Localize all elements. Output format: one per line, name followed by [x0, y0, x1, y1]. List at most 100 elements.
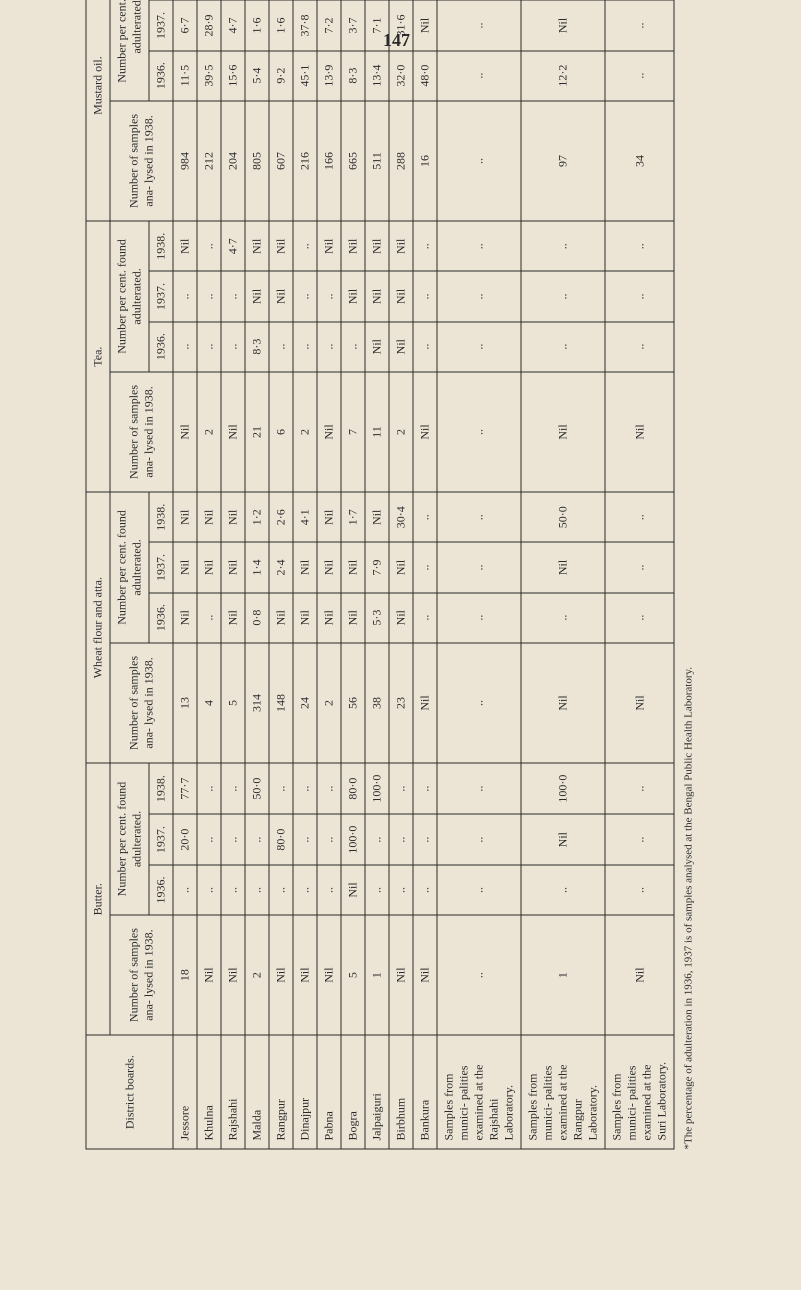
- cell-tea-y37: ..: [317, 271, 341, 321]
- cell-mustard-n: 212: [197, 101, 221, 221]
- cell-mustard-y36: 11·5: [173, 51, 197, 101]
- cell-butter-y37: ..: [317, 814, 341, 865]
- cell-wheat-y38: 2·6: [269, 492, 293, 542]
- cell-tea-y38: ..: [197, 221, 221, 271]
- group-tea: Tea.: [86, 221, 110, 492]
- table-body: Jessore18..20·077·713NilNilNilNil....Nil…: [173, 0, 674, 1149]
- cell-wheat-y36: Nil: [341, 593, 365, 643]
- cell-wheat-y36: Nil: [389, 593, 413, 643]
- cell-district: Birbhum: [389, 1035, 413, 1149]
- cell-butter-n: Nil: [269, 915, 293, 1035]
- cell-tea-y37: ..: [437, 271, 521, 321]
- cell-wheat-n: 38: [365, 643, 389, 763]
- cell-butter-y38: 100·0: [521, 763, 605, 814]
- col-butter-37: 1937.: [149, 814, 173, 865]
- cell-wheat-y38: ..: [437, 492, 521, 542]
- cell-butter-y37: ..: [413, 814, 437, 865]
- cell-mustard-y37: 37·8: [293, 0, 317, 50]
- group-mustard: Mustard oil.: [86, 0, 110, 221]
- cell-butter-y38: 77·7: [173, 763, 197, 814]
- cell-wheat-n: 5: [221, 643, 245, 763]
- cell-wheat-y36: ..: [605, 593, 674, 643]
- cell-mustard-y36: ..: [605, 51, 674, 101]
- cell-butter-y36: ..: [389, 865, 413, 915]
- cell-tea-n: Nil: [521, 372, 605, 492]
- cell-mustard-y36: 5·4: [245, 51, 269, 101]
- cell-butter-y36: ..: [173, 865, 197, 915]
- cell-wheat-y37: ..: [437, 542, 521, 592]
- table-row: DinajpurNil......24NilNil4·12......21645…: [293, 0, 317, 1149]
- cell-wheat-y37: Nil: [521, 542, 605, 592]
- cell-tea-y38: Nil: [245, 221, 269, 271]
- cell-wheat-y38: 4·1: [293, 492, 317, 542]
- cell-tea-n: 11: [365, 372, 389, 492]
- cell-tea-n: Nil: [413, 372, 437, 492]
- cell-butter-y38: ..: [197, 763, 221, 814]
- col-mustard-37: 1937.: [149, 0, 173, 50]
- table-row: Jessore18..20·077·713NilNilNilNil....Nil…: [173, 0, 197, 1149]
- cell-mustard-n: 511: [365, 101, 389, 221]
- cell-butter-y36: ..: [197, 865, 221, 915]
- cell-tea-y38: Nil: [317, 221, 341, 271]
- cell-wheat-y38: Nil: [365, 492, 389, 542]
- cell-butter-n: Nil: [389, 915, 413, 1035]
- group-butter: Butter.: [86, 763, 110, 1035]
- cell-butter-y36: ..: [437, 865, 521, 915]
- cell-tea-y37: ..: [413, 271, 437, 321]
- cell-wheat-y36: Nil: [221, 593, 245, 643]
- cell-wheat-y36: ..: [413, 593, 437, 643]
- cell-wheat-y36: ..: [521, 593, 605, 643]
- cell-wheat-y37: Nil: [173, 542, 197, 592]
- col-district: District boards.: [86, 1035, 173, 1149]
- cell-butter-y37: 80·0: [269, 814, 293, 865]
- table-row: BirbhumNil......23NilNil30·42NilNilNil28…: [389, 0, 413, 1149]
- cell-butter-y37: ..: [293, 814, 317, 865]
- cell-mustard-y36: 45·1: [293, 51, 317, 101]
- cell-butter-n: Nil: [197, 915, 221, 1035]
- cell-mustard-y37: 7·2: [317, 0, 341, 50]
- cell-tea-y38: Nil: [173, 221, 197, 271]
- cell-mustard-y37: 31·6: [389, 0, 413, 50]
- cell-tea-y37: ..: [197, 271, 221, 321]
- cell-wheat-y36: ..: [197, 593, 221, 643]
- cell-butter-y36: ..: [521, 865, 605, 915]
- col-wheat-36: 1936.: [149, 593, 173, 643]
- cell-butter-y36: ..: [317, 865, 341, 915]
- cell-tea-y36: 8·3: [245, 322, 269, 372]
- cell-tea-y38: 4·7: [221, 221, 245, 271]
- cell-butter-y37: ..: [389, 814, 413, 865]
- col-butter-pct: Number per cent. found adulterated.: [110, 763, 149, 915]
- table-row: BankuraNil......Nil......Nil......1648·0…: [413, 0, 437, 1149]
- cell-wheat-n: 4: [197, 643, 221, 763]
- cell-mustard-n: ..: [437, 101, 521, 221]
- cell-wheat-n: Nil: [521, 643, 605, 763]
- cell-wheat-y38: ..: [413, 492, 437, 542]
- cell-mustard-n: 204: [221, 101, 245, 221]
- cell-wheat-y37: Nil: [341, 542, 365, 592]
- cell-tea-y36: ..: [317, 322, 341, 372]
- cell-tea-n: 2: [197, 372, 221, 492]
- cell-mustard-y37: ..: [437, 0, 521, 50]
- cell-butter-y37: 100·0: [341, 814, 365, 865]
- cell-district: Samples from munici- palities examined a…: [521, 1035, 605, 1149]
- cell-wheat-y38: Nil: [197, 492, 221, 542]
- cell-mustard-y37: 7·1: [365, 0, 389, 50]
- cell-tea-y37: ..: [293, 271, 317, 321]
- cell-butter-n: Nil: [605, 915, 674, 1035]
- cell-wheat-y36: Nil: [173, 593, 197, 643]
- cell-wheat-y38: Nil: [317, 492, 341, 542]
- cell-wheat-y36: 0·8: [245, 593, 269, 643]
- cell-wheat-y38: Nil: [173, 492, 197, 542]
- cell-wheat-n: 2: [317, 643, 341, 763]
- table-row: Bogra5Nil100·080·056NilNil1·77..NilNil66…: [341, 0, 365, 1149]
- cell-tea-y36: ..: [269, 322, 293, 372]
- cell-mustard-n: 34: [605, 101, 674, 221]
- cell-butter-y36: ..: [221, 865, 245, 915]
- cell-mustard-y36: 13·9: [317, 51, 341, 101]
- cell-tea-y38: ..: [605, 221, 674, 271]
- cell-butter-y38: ..: [389, 763, 413, 814]
- table-row: Samples from munici- palities examined a…: [437, 0, 521, 1149]
- cell-butter-y38: 100·0: [365, 763, 389, 814]
- cell-tea-y36: ..: [437, 322, 521, 372]
- cell-district: Rangpur: [269, 1035, 293, 1149]
